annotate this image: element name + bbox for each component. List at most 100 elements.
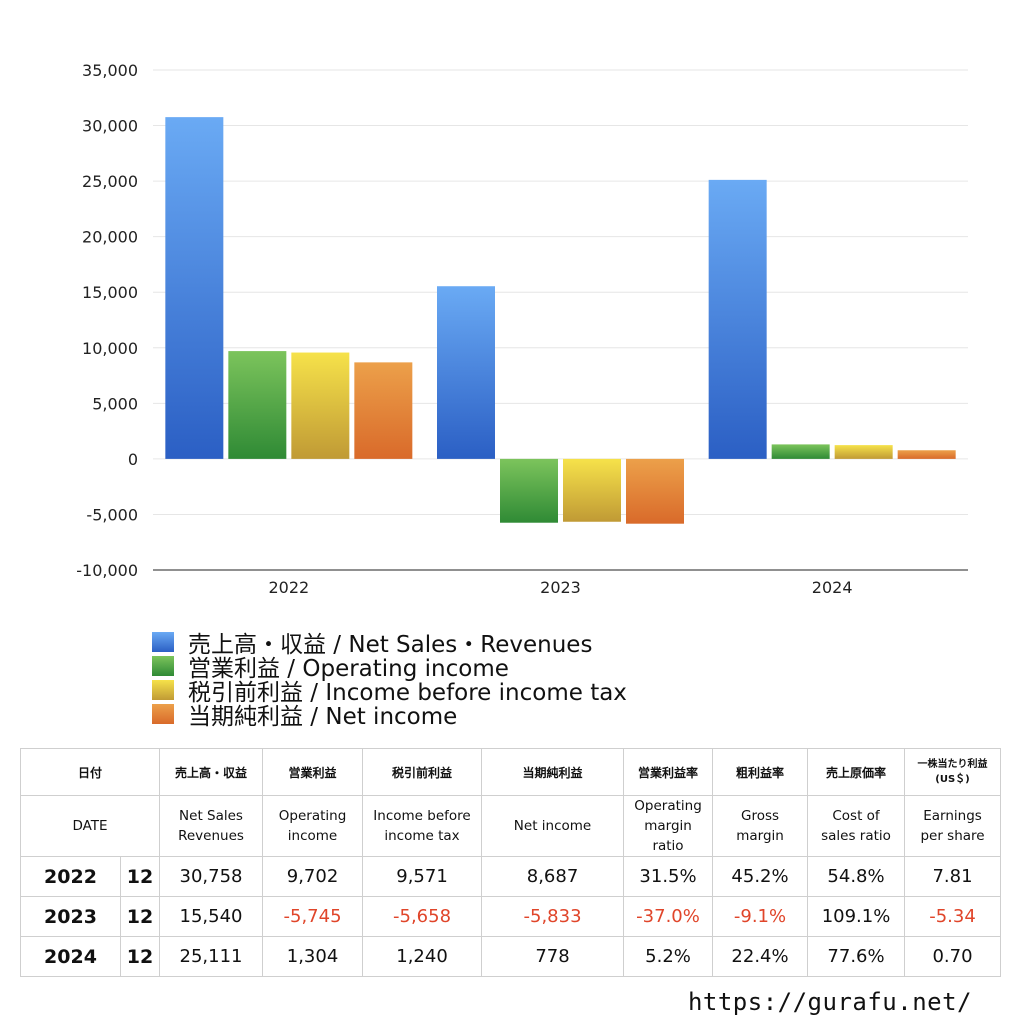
header-text: margin [644, 818, 692, 834]
cell-op-margin: 31.5% [623, 856, 714, 897]
header-sales-en: Net Sales Revenues [159, 795, 264, 857]
cell-pretax: 1,240 [362, 936, 483, 977]
bar-2023-series-1 [500, 458, 558, 523]
financial-table: 日付 売上高・収益 営業利益 税引前利益 当期純利益 営業利益率 粗利益率 売上… [19, 748, 1002, 977]
table-row: 2024 12 25,111 1,304 1,240 778 5.2% 22.4… [20, 936, 1002, 977]
bar-2024-series-2 [834, 445, 893, 459]
cell-month: 12 [119, 856, 161, 897]
cell-op: 9,702 [262, 856, 364, 897]
header-net-en: Net income [481, 795, 625, 857]
legend-label: 営業利益 / Operating income [188, 656, 509, 682]
legend: 売上高・収益 / Net Sales・Revenues 営業利益 / Opera… [152, 630, 627, 730]
cell-gross: 22.4% [712, 936, 809, 977]
header-text: per share [920, 828, 985, 844]
cell-eps: 0.70 [904, 936, 1002, 977]
bar-2024-series-0 [708, 179, 767, 459]
header-text: Operating [634, 798, 702, 814]
cell-gross: 45.2% [712, 856, 809, 897]
legend-item-net-income: 当期純利益 / Net income [152, 702, 627, 730]
header-gross-en: Gross margin [712, 795, 809, 857]
y-tick-label: -10,000 [76, 561, 138, 580]
legend-item-pretax-income: 税引前利益 / Income before income tax [152, 678, 627, 706]
header-text: income [287, 828, 338, 844]
cell-sales: 25,111 [159, 936, 264, 977]
header-text: ratio [652, 838, 684, 854]
bar-chart: 35,000 30,000 25,000 20,000 15,000 10,000 5,00… [76, 61, 968, 597]
legend-swatch [152, 632, 174, 652]
cell-year: 2022 [20, 856, 121, 897]
cell-eps: -5.34 [904, 896, 1002, 937]
header-text: Net Sales [179, 808, 243, 824]
header-row-ja: 日付 売上高・収益 営業利益 税引前利益 当期純利益 営業利益率 粗利益率 売上… [19, 748, 1002, 796]
cell-year: 2024 [20, 936, 121, 977]
table-row: 2022 12 30,758 9,702 9,571 8,687 31.5% 4… [20, 856, 1002, 897]
header-text: sales ratio [821, 828, 891, 844]
cell-op: -5,745 [262, 896, 364, 937]
header-pretax-ja: 税引前利益 [362, 748, 483, 796]
cell-pretax: -5,658 [362, 896, 483, 937]
header-cost-en: Cost of sales ratio [807, 795, 906, 857]
x-tick-label: 2024 [812, 578, 853, 597]
header-date-ja: 日付 [19, 748, 161, 796]
y-tick-label: 25,000 [82, 172, 138, 191]
header-op-en: Operating income [262, 795, 364, 857]
bar-2024-series-1 [771, 444, 830, 459]
y-tick-label: 15,000 [82, 283, 138, 302]
header-pretax-en: Income before income tax [362, 795, 483, 857]
bar-2023-series-2 [563, 458, 621, 522]
bar-2024-series-3 [897, 450, 956, 459]
header-eps-ja: 一株当たり利益 (US＄) [904, 748, 1002, 796]
y-tick-label: 35,000 [82, 61, 138, 80]
cell-sales: 15,540 [159, 896, 264, 937]
legend-item-net-sales: 売上高・収益 / Net Sales・Revenues [152, 630, 627, 658]
header-net-ja: 当期純利益 [481, 748, 625, 796]
header-gross-ja: 粗利益率 [712, 748, 809, 796]
header-date-en: DATE [19, 795, 161, 857]
cell-net: 8,687 [481, 856, 625, 897]
header-text: margin [736, 828, 784, 844]
y-tick-label: 5,000 [92, 394, 138, 413]
header-eps-unit: (US＄) [935, 774, 970, 785]
header-row-en: DATE Net Sales Revenues Operating income I… [19, 795, 1002, 857]
site-url: https://gurafu.net/ [687, 988, 972, 1016]
header-eps-en: Earnings per share [904, 795, 1002, 857]
header-cost-ja: 売上原価率 [807, 748, 906, 796]
y-tick-label: 20,000 [82, 228, 138, 247]
x-tick-label: 2023 [540, 578, 581, 597]
cell-op-margin: 5.2% [623, 936, 714, 977]
bar-2022-series-1 [228, 351, 287, 459]
cell-net: -5,833 [481, 896, 625, 937]
header-text: Cost of [832, 808, 880, 824]
y-tick-label: 30,000 [82, 117, 138, 136]
legend-label: 税引前利益 / Income before income tax [188, 680, 627, 706]
cell-cost: 109.1% [807, 896, 906, 937]
cell-op: 1,304 [262, 936, 364, 977]
bar-2022-series-3 [354, 362, 413, 459]
legend-swatch [152, 704, 174, 724]
cell-op-margin: -37.0% [623, 896, 714, 937]
bar-2022-series-0 [165, 117, 224, 459]
y-axis-ticks: 35,000 30,000 25,000 20,000 15,000 10,000 5,00… [76, 61, 138, 580]
y-tick-label: -5,000 [86, 505, 138, 524]
legend-swatch [152, 656, 174, 676]
header-op-margin-en: Operating margin ratio [623, 795, 714, 857]
y-tick-label: 0 [128, 450, 138, 469]
cell-net: 778 [481, 936, 625, 977]
bar-2022-series-2 [291, 352, 350, 459]
header-text: Operating [278, 808, 347, 824]
bars [165, 117, 956, 524]
cell-cost: 54.8% [807, 856, 906, 897]
bar-2023-series-3 [626, 458, 684, 524]
header-text: Earnings [923, 808, 982, 824]
cell-cost: 77.6% [807, 936, 906, 977]
gridlines [153, 69, 968, 515]
cell-gross: -9.1% [712, 896, 809, 937]
cell-month: 12 [119, 936, 161, 977]
legend-swatch [152, 680, 174, 700]
cell-pretax: 9,571 [362, 856, 483, 897]
legend-label: 当期純利益 / Net income [188, 704, 458, 730]
cell-sales: 30,758 [159, 856, 264, 897]
cell-month: 12 [119, 896, 161, 937]
header-text: Revenues [178, 828, 244, 844]
header-text: Gross [740, 808, 780, 824]
